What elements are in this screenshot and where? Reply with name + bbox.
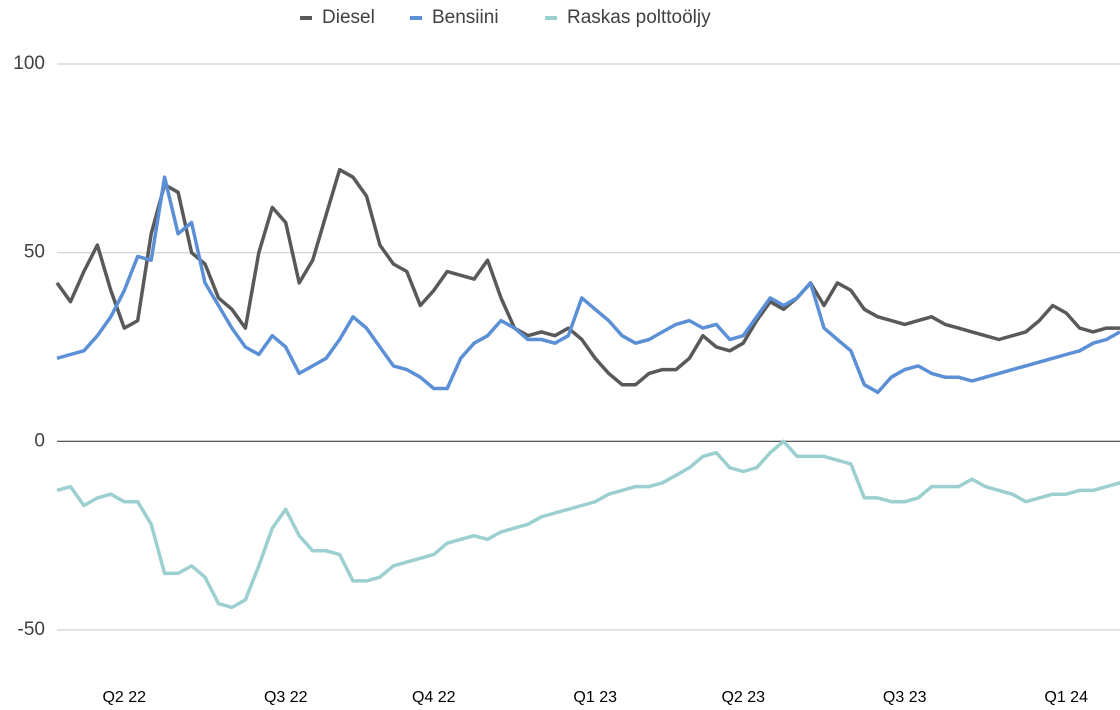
x-tick-label: Q2 22 [102,689,146,706]
legend-label: Diesel [322,7,375,28]
legend-label: Bensiini [432,7,499,28]
y-tick-label: -50 [18,619,45,640]
x-tick-label: Q4 22 [412,689,456,706]
y-tick-label: 0 [34,430,45,451]
y-tick-label: 50 [24,242,45,263]
line-series [55,167,1120,387]
y-tick-label: 100 [13,53,45,74]
x-tick-label: Q1 23 [573,689,617,706]
line-series [56,175,1120,395]
x-tick-label: Q1 24 [1044,689,1088,706]
legend-label: Raskas polttoöljy [567,7,711,28]
x-tick-label: Q3 23 [883,689,927,706]
x-tick-label: Q2 23 [721,689,765,706]
x-tick-label: Q3 22 [264,689,308,706]
line-series [56,439,1120,610]
